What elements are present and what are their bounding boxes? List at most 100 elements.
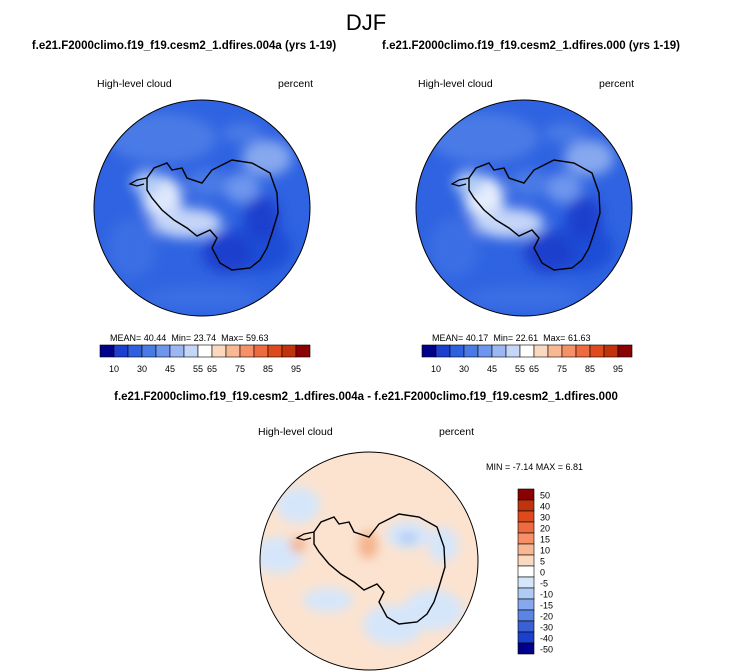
panel-2-colorbar-box <box>575 344 591 358</box>
difference-colorbar-tick-label: -15 <box>540 601 553 611</box>
panel-1-colorbar-tick-label: 95 <box>291 364 301 374</box>
panel-2-colorbar: 10 30 45 55 65 75 85 95 <box>421 344 633 374</box>
panel-1-max-label: Max= <box>221 333 244 343</box>
panel-1-min-label: Min= <box>171 333 192 343</box>
difference-colorbar-box <box>517 598 535 611</box>
panel-2-case-title: f.e21.F2000climo.f19_f19.cesm2_1.dfires.… <box>382 40 680 52</box>
difference-colorbar-box <box>517 510 535 523</box>
panel-1-colorbar-box <box>225 344 241 358</box>
difference-colorbar-box <box>517 642 535 655</box>
panel-1-colorbar-box <box>183 344 199 358</box>
panel-2-colorbar-box <box>435 344 451 358</box>
difference-colorbar-tick-label: 30 <box>540 513 550 523</box>
panel-1-colorbar-tick-label: 45 <box>165 364 175 374</box>
panel-2-colorbar-tick-label: 55 <box>515 364 525 374</box>
difference-colorbar-box <box>517 554 535 567</box>
panel-1-units-label: percent <box>278 78 314 90</box>
panel-2-colorbar-tick-label: 75 <box>557 364 567 374</box>
panel-2-colorbar-tick-label: 85 <box>585 364 595 374</box>
panel-1-colorbar: 10 30 45 55 65 75 85 95 <box>99 344 311 374</box>
panel-2-colorbar-tick-label: 10 <box>431 364 441 374</box>
panel-1-colorbar-box <box>127 344 143 358</box>
difference-colorbar-box <box>517 488 535 501</box>
panel-1-colorbar-box <box>253 344 269 358</box>
panel-2-colorbar-box <box>617 344 633 358</box>
panel-2-min-value: 22.61 <box>515 333 539 343</box>
difference-colorbar-tick-label: 10 <box>540 546 550 556</box>
difference-colorbar-tick-label: -5 <box>540 579 548 589</box>
panel-1-colorbar-box <box>295 344 311 358</box>
panel-1-stats: MEAN= 40.44 Min= 23.74 Max= 59.63 <box>110 333 268 343</box>
panel-2-polar-map <box>415 99 633 317</box>
panel-2-antarctica-coastline <box>468 159 601 271</box>
difference-colorbar-tick-label: 20 <box>540 524 550 534</box>
panel-1-colorbar-box <box>267 344 283 358</box>
panel-2-stats: MEAN= 40.17 Min= 22.61 Max= 61.63 <box>432 333 590 343</box>
panel-1-colorbar-box <box>239 344 255 358</box>
difference-colorbar-tick-label: 5 <box>540 557 545 567</box>
panel-1-colorbar-box <box>211 344 227 358</box>
panel-2-colorbar-box <box>491 344 507 358</box>
difference-units-label: percent <box>439 426 475 438</box>
panel-1-colorbar-box <box>99 344 115 358</box>
difference-colorbar-box <box>517 521 535 534</box>
difference-colorbar-tick-label: -30 <box>540 623 553 633</box>
panel-1-min-value: 23.74 <box>193 333 217 343</box>
panel-2-colorbar-tick-label: 95 <box>613 364 623 374</box>
panel-2-colorbar-box <box>421 344 437 358</box>
panel-1-polar-map <box>93 99 311 317</box>
difference-title: f.e21.F2000climo.f19_f19.cesm2_1.dfires.… <box>114 391 618 403</box>
difference-colorbar-tick-label: -20 <box>540 612 553 622</box>
panel-2-colorbar-box <box>561 344 577 358</box>
panel-2-colorbar-tick-label: 30 <box>459 364 469 374</box>
panel-1-colorbar-tick-label: 55 <box>193 364 203 374</box>
panel-2-colorbar-box <box>519 344 535 358</box>
panel-2-colorbar-box <box>547 344 563 358</box>
panel-2-colorbar-box <box>589 344 605 358</box>
difference-colorbar-box <box>517 532 535 545</box>
difference-stats: MIN = -7.14 MAX = 6.81 <box>486 462 584 472</box>
season-title: DJF <box>345 10 387 35</box>
panel-2-mean-label: MEAN= <box>432 333 464 343</box>
panel-2-colorbar-box <box>477 344 493 358</box>
difference-colorbar-tick-label: 50 <box>540 491 550 501</box>
difference-variable-label: High-level cloud <box>258 426 333 438</box>
panel-1-colorbar-box <box>169 344 185 358</box>
panel-2-colorbar-tick-label: 65 <box>529 364 539 374</box>
panel-1-colorbar-box <box>113 344 129 358</box>
difference-colorbar-box <box>517 631 535 644</box>
difference-colorbar-tick-label: -40 <box>540 634 553 644</box>
panel-2-units-label: percent <box>599 78 635 90</box>
difference-colorbar-tick-label: -10 <box>540 590 553 600</box>
panel-2-mean-value: 40.17 <box>465 333 489 343</box>
panel-1-max-value: 59.63 <box>245 333 269 343</box>
panel-1-variable-label: High-level cloud <box>97 78 172 90</box>
panel-2-colorbar-box <box>449 344 465 358</box>
panel-1-colorbar-tick-label: 65 <box>207 364 217 374</box>
panel-2-colorbar-box <box>463 344 479 358</box>
panel-2-variable-label: High-level cloud <box>418 78 493 90</box>
panel-2-colorbar-box <box>505 344 521 358</box>
panel-1-colorbar-box <box>155 344 171 358</box>
panel-2-max-label: Max= <box>543 333 566 343</box>
panel-1-colorbar-tick-label: 30 <box>137 364 147 374</box>
panel-1-mean-label: MEAN= <box>110 333 142 343</box>
difference-colorbar-tick-label: 15 <box>540 535 550 545</box>
difference-colorbar-box <box>517 543 535 556</box>
panel-1-colorbar-box <box>141 344 157 358</box>
panel-1-colorbar-tick-label: 85 <box>263 364 273 374</box>
difference-colorbar-box <box>517 609 535 622</box>
panel-2-min-label: Min= <box>493 333 514 343</box>
difference-antarctica-coastline <box>313 513 446 625</box>
difference-colorbar-box <box>517 499 535 512</box>
panel-2-colorbar-box <box>533 344 549 358</box>
difference-polar-map <box>259 451 479 671</box>
difference-colorbar-tick-label: -50 <box>540 645 553 655</box>
panel-1-case-title: f.e21.F2000climo.f19_f19.cesm2_1.dfires.… <box>31 40 337 52</box>
difference-colorbar-tick-label: 0 <box>540 568 545 578</box>
panel-2-colorbar-tick-label: 45 <box>487 364 497 374</box>
panel-1-colorbar-tick-label: 10 <box>109 364 119 374</box>
panel-2-max-value: 61.63 <box>567 333 591 343</box>
panel-1-colorbar-box <box>197 344 213 358</box>
